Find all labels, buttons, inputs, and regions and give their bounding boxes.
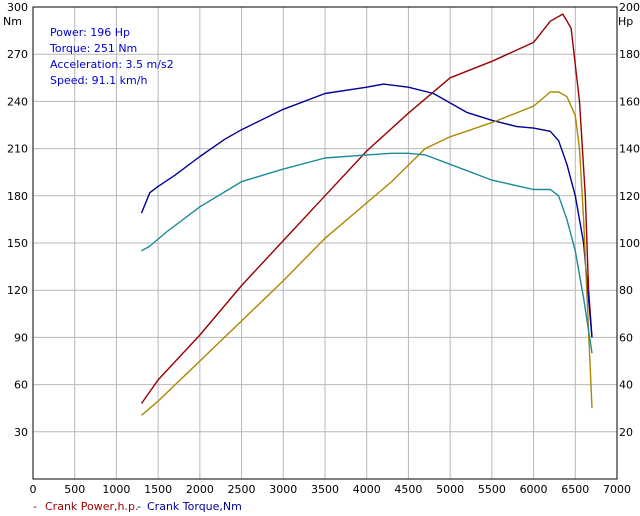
left-tick-label-270: 270 [7,48,28,61]
info-torque: Torque: 251 Nm [49,42,137,55]
legend-power-label: Crank Power,h.p. [45,500,138,513]
x-tick-label-4500: 4500 [394,483,422,496]
gridlines [33,7,617,479]
legend-power-marker: - [33,500,37,513]
series-lines [140,13,593,416]
left-tick-label-240: 240 [7,95,28,108]
left-tick-label-150: 150 [7,237,28,250]
right-tick-label-180: 180 [619,48,640,61]
x-tick-label-5500: 5500 [478,483,506,496]
x-tick-label-6000: 6000 [520,483,548,496]
left-tick-label-300: 300 [7,1,28,14]
right-tick-label-60: 60 [619,331,633,344]
left-tick-label-30: 30 [14,426,28,439]
legend-torque-marker: - [137,500,141,513]
left-tick-label-90: 90 [14,331,28,344]
x-tick-label-6500: 6500 [561,483,589,496]
x-tick-label-500: 500 [64,483,85,496]
left-axis-ticks: 30 60 90 120 150 180 210 240 270 300 [7,1,28,439]
info-power: Power: 196 Hp [50,26,130,39]
x-tick-label-1500: 1500 [144,483,172,496]
series-line-unlabeled-3 [141,91,593,416]
right-tick-label-120: 120 [619,190,640,203]
series-line-crank-torque-nm [140,83,593,338]
x-tick-label-2000: 2000 [186,483,214,496]
left-tick-label-120: 120 [7,284,28,297]
left-tick-label-180: 180 [7,190,28,203]
series-line-crank-power-h-p [140,13,593,404]
x-tick-label-3000: 3000 [269,483,297,496]
x-tick-label-5000: 5000 [436,483,464,496]
x-tick-label-7000: 7000 [603,483,631,496]
legend-torque-label: Crank Torque,Nm [147,500,242,513]
x-tick-label-3500: 3500 [311,483,339,496]
x-axis-ticks: 0 500 1000 1500 2000 2500 3000 3500 4000 4500 5000… [30,483,632,496]
right-tick-label-40: 40 [619,379,633,392]
x-tick-label-2500: 2500 [228,483,256,496]
right-axis-ticks: 20 40 60 80 100 120 140 160 180 200 [619,1,640,439]
right-tick-label-80: 80 [619,284,633,297]
right-tick-label-100: 100 [619,237,640,250]
plot-frame [32,6,618,480]
right-tick-label-20: 20 [619,426,633,439]
info-box: Power: 196 Hp Torque: 251 Nm Acceleratio… [49,26,174,87]
left-axis-unit: Nm [3,15,22,28]
left-tick-label-210: 210 [7,143,28,156]
left-tick-label-60: 60 [14,379,28,392]
right-axis-unit: Hp [618,15,633,28]
legend: - Crank Power,h.p. - Crank Torque,Nm [33,500,242,513]
right-tick-label-140: 140 [619,143,640,156]
x-tick-label-0: 0 [30,483,37,496]
right-tick-label-160: 160 [619,95,640,108]
series-line-unlabeled-4 [141,152,593,354]
info-speed: Speed: 91.1 km/h [50,74,147,87]
info-acceleration: Acceleration: 3.5 m/s2 [50,58,174,71]
right-tick-label-200: 200 [619,1,640,14]
x-tick-label-4000: 4000 [353,483,381,496]
x-tick-label-1000: 1000 [102,483,130,496]
